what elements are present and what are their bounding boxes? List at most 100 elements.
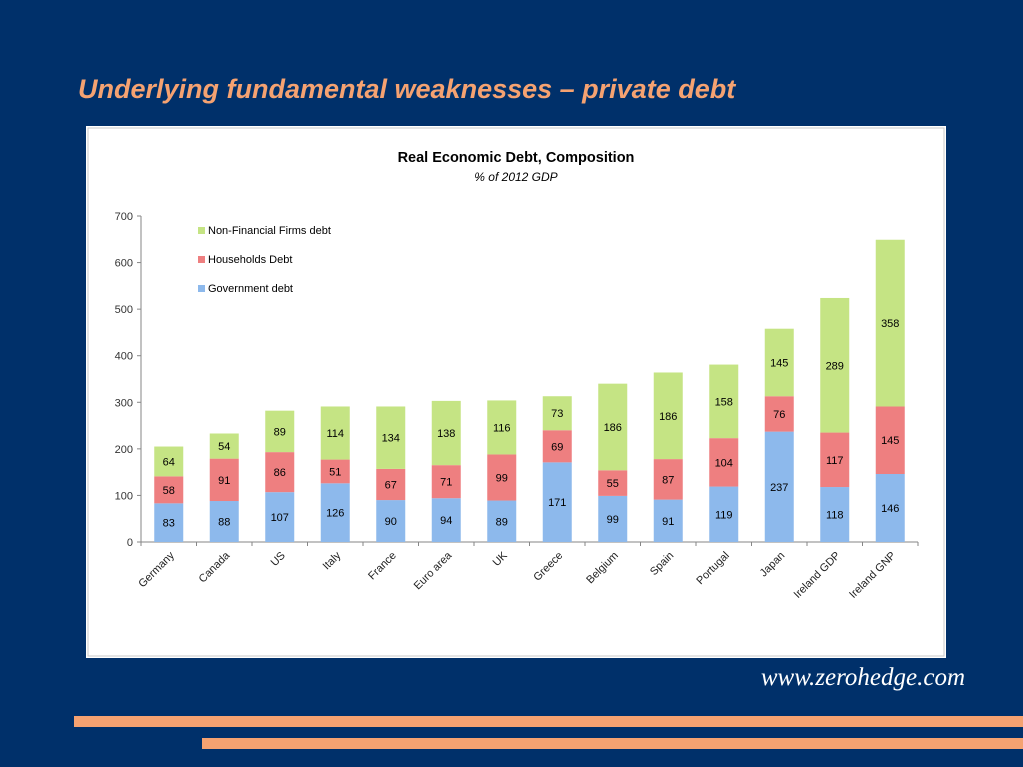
non-financial-firms-debt-bar <box>820 297 850 433</box>
chart-legend: Non-Financial Firms debt Households Debt G… <box>198 225 331 295</box>
non-financial-firms-debt-bar <box>709 364 739 439</box>
government-debt-bar <box>820 487 850 542</box>
data-label: 126 <box>326 508 344 520</box>
households-debt-bar <box>265 452 295 493</box>
data-label: 76 <box>773 409 785 421</box>
data-label: 91 <box>218 475 230 487</box>
data-label: 186 <box>659 411 677 423</box>
non-financial-firms-debt-bar <box>764 328 794 397</box>
non-financial-firms-debt-bar <box>265 410 295 453</box>
legend-label: Households Debt <box>208 254 292 266</box>
slide-title: Underlying fundamental weaknesses – priv… <box>78 74 736 104</box>
households-debt-bar <box>154 476 184 504</box>
data-label: 91 <box>662 516 674 528</box>
government-debt-bar <box>154 503 184 542</box>
data-label: 117 <box>826 455 844 467</box>
data-label: 64 <box>163 456 175 468</box>
government-debt-bar <box>709 486 739 542</box>
data-label: 145 <box>881 435 899 447</box>
data-label: 71 <box>440 477 452 489</box>
government-debt-bar <box>653 499 683 542</box>
data-label: 54 <box>218 441 230 453</box>
households-debt-bar <box>542 430 572 463</box>
data-label: 146 <box>881 503 899 515</box>
data-label: 89 <box>496 516 508 528</box>
chart-subtitle: % of 2012 GDP <box>474 170 557 184</box>
chart-frame: Real Economic Debt, Composition % of 201… <box>86 126 946 658</box>
data-label: 67 <box>385 479 397 491</box>
debt-composition-chart: Real Economic Debt, Composition % of 201… <box>87 127 945 657</box>
households-debt-bar <box>598 470 628 496</box>
non-financial-firms-debt-bar <box>209 433 239 459</box>
non-financial-firms-debt-bar <box>376 406 406 469</box>
y-tick-label: 500 <box>115 304 133 316</box>
y-tick-label: 300 <box>115 397 133 409</box>
households-debt-bar <box>764 396 794 432</box>
data-label: 73 <box>551 408 563 420</box>
data-label: 104 <box>715 457 733 469</box>
data-label: 118 <box>826 510 844 522</box>
chart-title: Real Economic Debt, Composition <box>398 150 635 166</box>
government-debt-bar <box>875 474 905 542</box>
data-label: 114 <box>326 428 344 440</box>
data-label: 86 <box>274 467 286 479</box>
decorative-stripe-lower <box>202 738 1023 749</box>
non-financial-firms-debt-bar <box>542 396 572 431</box>
non-financial-firms-debt-bar <box>487 400 517 455</box>
households-debt-bar <box>820 432 850 488</box>
households-debt-bar <box>875 406 905 475</box>
non-financial-firms-debt-bar <box>431 400 461 466</box>
y-tick-label: 0 <box>127 537 133 549</box>
data-label: 358 <box>881 318 899 330</box>
legend-swatch <box>198 256 205 263</box>
data-label: 186 <box>604 422 622 434</box>
chart-bars: 83 58 64 88 91 54 107 86 89 126 51 114 90 67 134 94 71 13… <box>154 239 905 542</box>
legend-swatch <box>198 285 205 292</box>
legend-swatch <box>198 227 205 234</box>
data-label: 89 <box>274 426 286 438</box>
government-debt-bar <box>598 495 628 542</box>
legend-label: Government debt <box>208 283 293 295</box>
non-financial-firms-debt-bar <box>653 372 683 460</box>
data-label: 158 <box>715 396 733 408</box>
households-debt-bar <box>209 458 239 502</box>
data-label: 119 <box>715 509 733 521</box>
data-label: 88 <box>218 517 230 529</box>
non-financial-firms-debt-bar <box>598 383 628 471</box>
households-debt-bar <box>653 459 683 500</box>
non-financial-firms-debt-bar <box>320 406 350 460</box>
y-tick-label: 100 <box>115 490 133 502</box>
data-label: 58 <box>163 485 175 497</box>
data-label: 289 <box>826 360 844 372</box>
government-debt-bar <box>320 483 350 542</box>
y-tick-label: 200 <box>115 444 133 456</box>
government-debt-bar <box>431 498 461 542</box>
data-label: 99 <box>496 472 508 484</box>
households-debt-bar <box>320 459 350 484</box>
decorative-stripe-upper <box>74 716 1023 727</box>
data-label: 87 <box>662 474 674 486</box>
non-financial-firms-debt-bar <box>875 239 905 407</box>
data-label: 94 <box>440 515 452 527</box>
non-financial-firms-debt-bar <box>154 446 184 477</box>
data-label: 171 <box>548 497 566 509</box>
government-debt-bar <box>265 492 295 542</box>
source-credit: www.zerohedge.com <box>760 664 965 691</box>
data-label: 51 <box>329 466 341 478</box>
households-debt-bar <box>487 454 517 501</box>
government-debt-bar <box>209 501 239 542</box>
households-debt-bar <box>376 468 406 501</box>
government-debt-bar <box>376 500 406 542</box>
y-tick-label: 600 <box>115 258 133 270</box>
y-tick-label: 700 <box>115 211 133 223</box>
households-debt-bar <box>431 465 461 499</box>
data-label: 90 <box>385 516 397 528</box>
data-label: 99 <box>607 514 619 526</box>
data-label: 55 <box>607 478 619 490</box>
data-label: 237 <box>770 482 788 494</box>
data-label: 69 <box>551 441 563 453</box>
data-label: 107 <box>271 512 289 524</box>
data-label: 83 <box>163 518 175 530</box>
data-label: 145 <box>770 357 788 369</box>
government-debt-bar <box>487 500 517 542</box>
